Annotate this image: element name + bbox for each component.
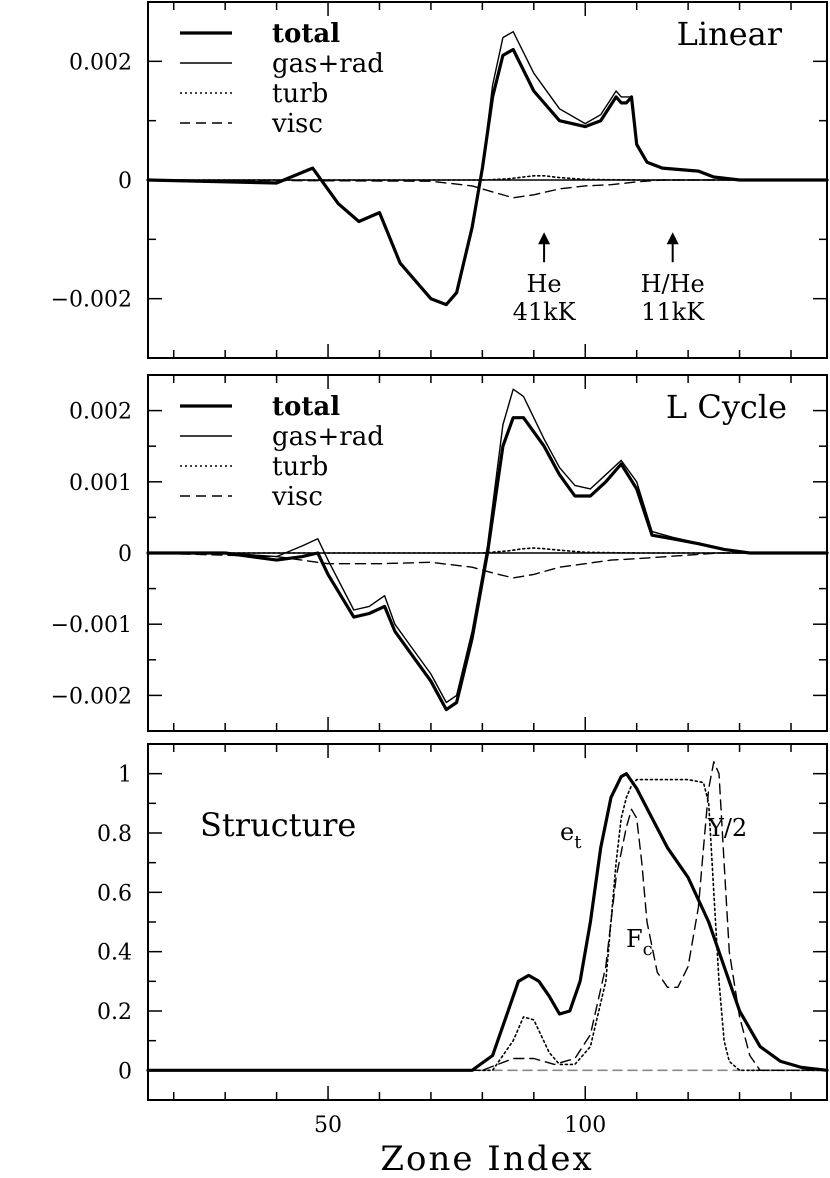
- legend-label: total: [272, 392, 340, 422]
- et-label-main: e: [560, 818, 574, 846]
- panel-structure-series: [146, 761, 829, 1072]
- panel-linear-ticks: [148, 1, 827, 359]
- fc-label-main: F: [626, 925, 643, 953]
- legend-label: gas+rad: [272, 422, 384, 452]
- lcycle-series-visc-line: [147, 552, 828, 579]
- structure-series-y-2-line: [146, 772, 829, 1072]
- legend-label: turb: [272, 79, 328, 109]
- y-tick-label: 1: [118, 763, 132, 788]
- y-tick-label: 0: [118, 542, 132, 567]
- panel-lcycle-title: L Cycle: [666, 388, 787, 426]
- panel-lcycle: 0.002 0.001 0 −0.001 −0.002 L Cycle totalgas…: [51, 374, 829, 732]
- y2-label: Y/2: [707, 814, 747, 842]
- annotation-label-line2: 41kK: [513, 298, 577, 326]
- panel-structure-y-tick-labels: 1 0.8 0.6 0.4 0.2 0: [97, 763, 132, 1085]
- x-axis-label: Zone Index: [380, 1139, 593, 1178]
- lcycle-series-turb-line: [147, 547, 828, 554]
- panel-lcycle-y-tick-labels: 0.002 0.001 0 −0.001 −0.002: [51, 400, 132, 710]
- y-tick-label: 0.6: [97, 881, 132, 906]
- y-tick-label: 0.002: [69, 400, 132, 425]
- fc-label: Fc: [626, 925, 653, 960]
- legend-label: gas+rad: [272, 49, 384, 79]
- legend-label: turb: [272, 452, 328, 482]
- lcycle-series-total-line: [146, 416, 829, 712]
- y-tick-label: 0.4: [97, 941, 132, 966]
- structure-label: Structure: [200, 806, 356, 844]
- fc-label-sub: c: [643, 939, 653, 960]
- y-tick-label: 0.8: [97, 822, 132, 847]
- panel-lcycle-series: [146, 388, 829, 712]
- linear-series-total-line: [146, 47, 829, 307]
- linear-series-visc-line: [147, 179, 828, 199]
- linear-series-gas-rad-line: [147, 31, 828, 306]
- et-label-sub: t: [574, 832, 582, 853]
- y-tick-label: 0.001: [69, 471, 132, 496]
- y-tick-label: −0.001: [51, 613, 132, 638]
- legend-label: total: [272, 19, 340, 49]
- annotation-arrow-head: [666, 232, 679, 245]
- legend-label: visc: [271, 482, 323, 512]
- structure-series-f-c-line: [147, 761, 828, 1072]
- y-tick-label: 0: [118, 1059, 132, 1084]
- x-tick-label: 50: [314, 1113, 342, 1138]
- annotation-arrow-head: [538, 232, 551, 245]
- y-tick-label: 0: [118, 169, 132, 194]
- annotation-label-line1: H/He: [641, 270, 705, 298]
- y-tick-label: 0.2: [97, 1000, 132, 1025]
- annotation-label-line1: He: [527, 270, 562, 298]
- x-tick-label: 100: [564, 1113, 606, 1138]
- panel-structure-frame: [147, 743, 828, 1101]
- y-tick-label: 0.002: [69, 50, 132, 75]
- panel-structure: 1 0.8 0.6 0.4 0.2 0 50 100 Structure et Y/2 Fc…: [97, 743, 829, 1178]
- annotation-label-line2: 11kK: [641, 298, 705, 326]
- structure-series-e-t-line: [147, 778, 828, 1072]
- panel-linear-series: [146, 31, 829, 307]
- panel-linear-y-tick-labels: 0.002 0 −0.002: [51, 50, 132, 312]
- y-tick-label: −0.002: [51, 288, 132, 313]
- panel-structure-ticks: [148, 743, 827, 1101]
- et-label: et: [560, 818, 582, 853]
- panel-linear: 0.002 0 −0.002 Linear totalgas+radturbvisc…: [51, 1, 829, 359]
- y-tick-label: −0.002: [51, 684, 132, 709]
- panel-structure-x-tick-labels: 50 100: [314, 1113, 606, 1138]
- panel-linear-title: Linear: [677, 15, 783, 53]
- legend-label: visc: [271, 109, 323, 139]
